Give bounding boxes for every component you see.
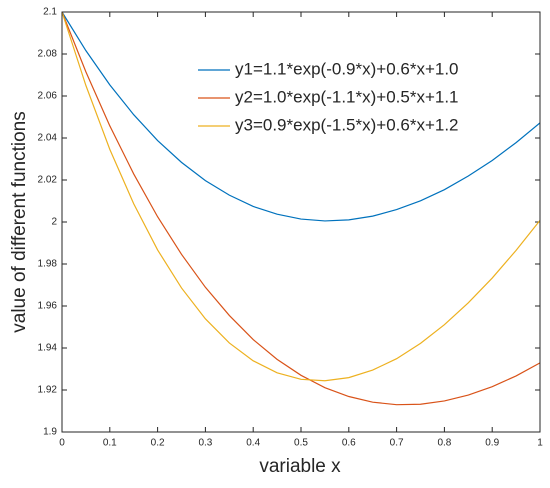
x-tick-label: 0.7 xyxy=(390,438,404,449)
x-tick-label: 0 xyxy=(59,438,65,449)
y-tick-label: 1.96 xyxy=(38,301,58,312)
line-series xyxy=(61,11,541,406)
x-tick-label: 0.4 xyxy=(246,438,260,449)
y-tick-label: 2.04 xyxy=(38,133,58,144)
y-axis-label: value of different functions xyxy=(9,111,30,332)
x-tick-label: 0.2 xyxy=(151,438,165,449)
y-tick-label: 1.98 xyxy=(38,259,58,270)
y-tick-label: 2.1 xyxy=(43,7,57,18)
x-tick-label: 0.9 xyxy=(485,438,499,449)
y-tick-label: 1.9 xyxy=(43,427,57,438)
x-tick-label: 0.6 xyxy=(342,438,356,449)
line-series xyxy=(61,11,541,382)
x-tick-label: 1 xyxy=(537,438,543,449)
axes-box xyxy=(61,11,541,433)
legend-label: y2=1.0*exp(-1.1*x)+0.5*x+1.1 xyxy=(235,87,459,106)
y-tick-label: 2.06 xyxy=(38,91,58,102)
line-series xyxy=(61,11,541,222)
y-tick-label: 1.94 xyxy=(38,343,58,354)
y-tick-label: 2 xyxy=(51,217,57,228)
x-tick-label: 0.3 xyxy=(198,438,212,449)
plot-area xyxy=(62,12,540,432)
legend-label: y3=0.9*exp(-1.5*x)+0.6*x+1.2 xyxy=(235,115,459,134)
x-tick-label: 0.5 xyxy=(294,438,308,449)
x-tick-label: 0.8 xyxy=(437,438,451,449)
x-tick-label: 0.1 xyxy=(103,438,117,449)
x-axis-label: variable x xyxy=(259,456,341,477)
y-tick-label: 2.02 xyxy=(38,175,58,186)
y-tick-label: 1.92 xyxy=(38,385,58,396)
y-tick-label: 2.08 xyxy=(38,49,58,60)
legend-label: y1=1.1*exp(-0.9*x)+0.6*x+1.0 xyxy=(235,59,459,78)
